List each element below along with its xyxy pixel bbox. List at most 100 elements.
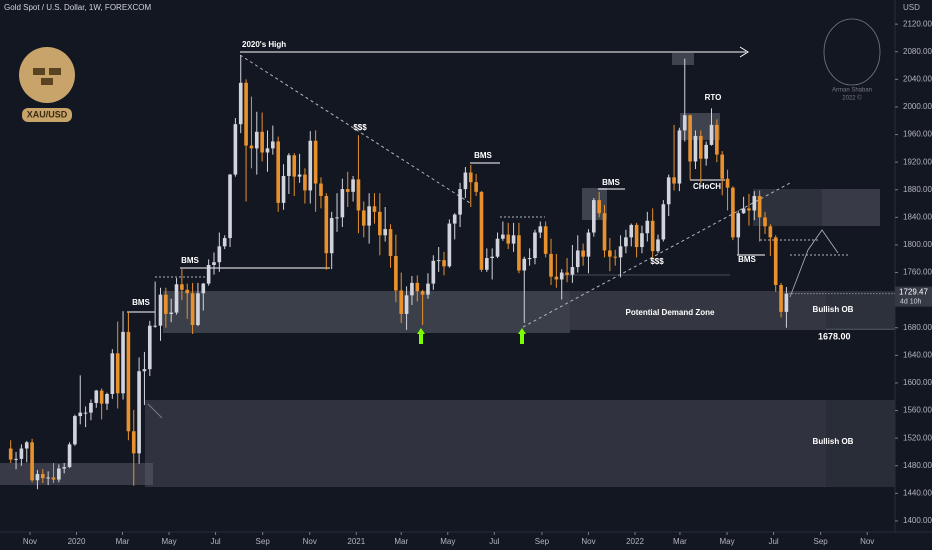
candle-body — [698, 135, 703, 159]
candle-body — [110, 353, 115, 394]
candle-body — [672, 177, 676, 184]
rto-block — [680, 113, 720, 140]
candle-body — [463, 172, 468, 190]
level-label: 1678.00 — [818, 332, 851, 342]
candle-body — [46, 477, 50, 479]
candle-body — [575, 250, 580, 268]
logo-bar — [49, 68, 61, 75]
candle-body — [319, 183, 323, 196]
y-tick-label: 1480.00 — [903, 461, 932, 470]
y-tick-label: 1400.00 — [903, 516, 932, 525]
candle-body — [217, 246, 222, 263]
candle-body — [94, 390, 99, 403]
candle-body — [174, 284, 179, 313]
candle-body — [784, 293, 789, 312]
candle-body — [238, 82, 243, 125]
candle-body — [768, 226, 773, 238]
x-tick-label: Mar — [116, 537, 130, 546]
candle-body — [704, 144, 708, 159]
candle-body — [313, 140, 318, 184]
lower-bullish-ob-zone — [826, 400, 895, 487]
logo-circle — [19, 47, 75, 103]
candle-body — [83, 412, 88, 414]
candle-body — [30, 442, 34, 481]
candle-body — [105, 393, 109, 404]
y-tick-label: 2040.00 — [903, 74, 932, 83]
candle-body — [19, 448, 24, 459]
candle-body — [185, 289, 190, 294]
candle-body — [276, 141, 281, 203]
candle-body — [474, 182, 478, 192]
x-tick-label: Mar — [394, 537, 408, 546]
candle-body — [661, 204, 666, 240]
candle-body — [206, 264, 211, 284]
left-order-block — [0, 463, 153, 485]
y-tick-label: 2080.00 — [903, 47, 932, 56]
candle-body — [222, 238, 227, 247]
candle-body — [447, 223, 452, 267]
candle-body — [78, 412, 83, 417]
candle-body — [99, 390, 104, 404]
bullish-ob-zone — [826, 291, 895, 330]
bms-label: BMS — [738, 255, 756, 264]
candle-body — [383, 229, 387, 236]
bullish-ob-label: Bullish OB — [813, 305, 854, 314]
candle-body — [415, 282, 420, 292]
candle-body — [303, 174, 307, 191]
demand-zone-label: Potential Demand Zone — [626, 308, 715, 317]
x-tick-label: Nov — [303, 537, 317, 546]
x-tick-label: 2022 — [626, 537, 644, 546]
demand-zone — [570, 291, 826, 330]
candle-body — [265, 148, 270, 153]
candle-body — [271, 141, 275, 149]
candle-body — [527, 258, 532, 260]
candle-body — [62, 467, 67, 469]
candle-body — [260, 131, 264, 153]
x-tick-label: Sep — [256, 537, 271, 546]
candle-body — [624, 237, 628, 247]
supply-zone — [822, 189, 880, 226]
y-tick-label: 1800.00 — [903, 240, 932, 249]
bms-label: BMS — [602, 178, 620, 187]
candle-body — [570, 267, 575, 275]
y-tick-label: 1840.00 — [903, 212, 932, 221]
candle-body — [682, 115, 687, 131]
y-tick-label: 1920.00 — [903, 157, 932, 166]
candle-body — [613, 256, 618, 258]
x-tick-label: 2021 — [347, 537, 365, 546]
liquidity-label: $$$ — [650, 257, 664, 266]
candle-body — [196, 293, 200, 325]
candle-body — [763, 217, 767, 227]
candle-body — [169, 312, 174, 314]
candle-body — [399, 290, 404, 314]
candle-body — [485, 258, 489, 270]
liquidity-line — [522, 182, 791, 328]
candle-body — [565, 272, 569, 275]
x-tick-label: May — [161, 537, 176, 546]
candle-body — [725, 178, 730, 188]
candle-body — [281, 175, 286, 203]
candle-body — [51, 477, 56, 480]
candle-body — [345, 189, 350, 192]
candle-body — [656, 239, 660, 252]
x-tick-label: Nov — [860, 537, 874, 546]
candle-body — [533, 232, 537, 259]
x-tick-label: Jul — [768, 537, 778, 546]
candle-body — [142, 369, 147, 372]
candle-body — [468, 172, 473, 183]
y-tick-label: 1880.00 — [903, 185, 932, 194]
candle-body — [410, 282, 414, 296]
candle-body — [361, 210, 366, 226]
y-tick-label: 1560.00 — [903, 406, 932, 415]
candle-body — [442, 260, 446, 267]
candle-body — [287, 155, 291, 176]
candle-body — [35, 474, 40, 481]
candle-body — [709, 124, 714, 145]
candle-body — [201, 283, 206, 294]
candle-body — [720, 154, 725, 179]
y-tick-label: 1600.00 — [903, 378, 932, 387]
x-tick-label: May — [440, 537, 455, 546]
arrow-head — [739, 46, 749, 58]
logo-text: XAU/USD — [27, 109, 68, 119]
candle-body — [147, 325, 152, 370]
